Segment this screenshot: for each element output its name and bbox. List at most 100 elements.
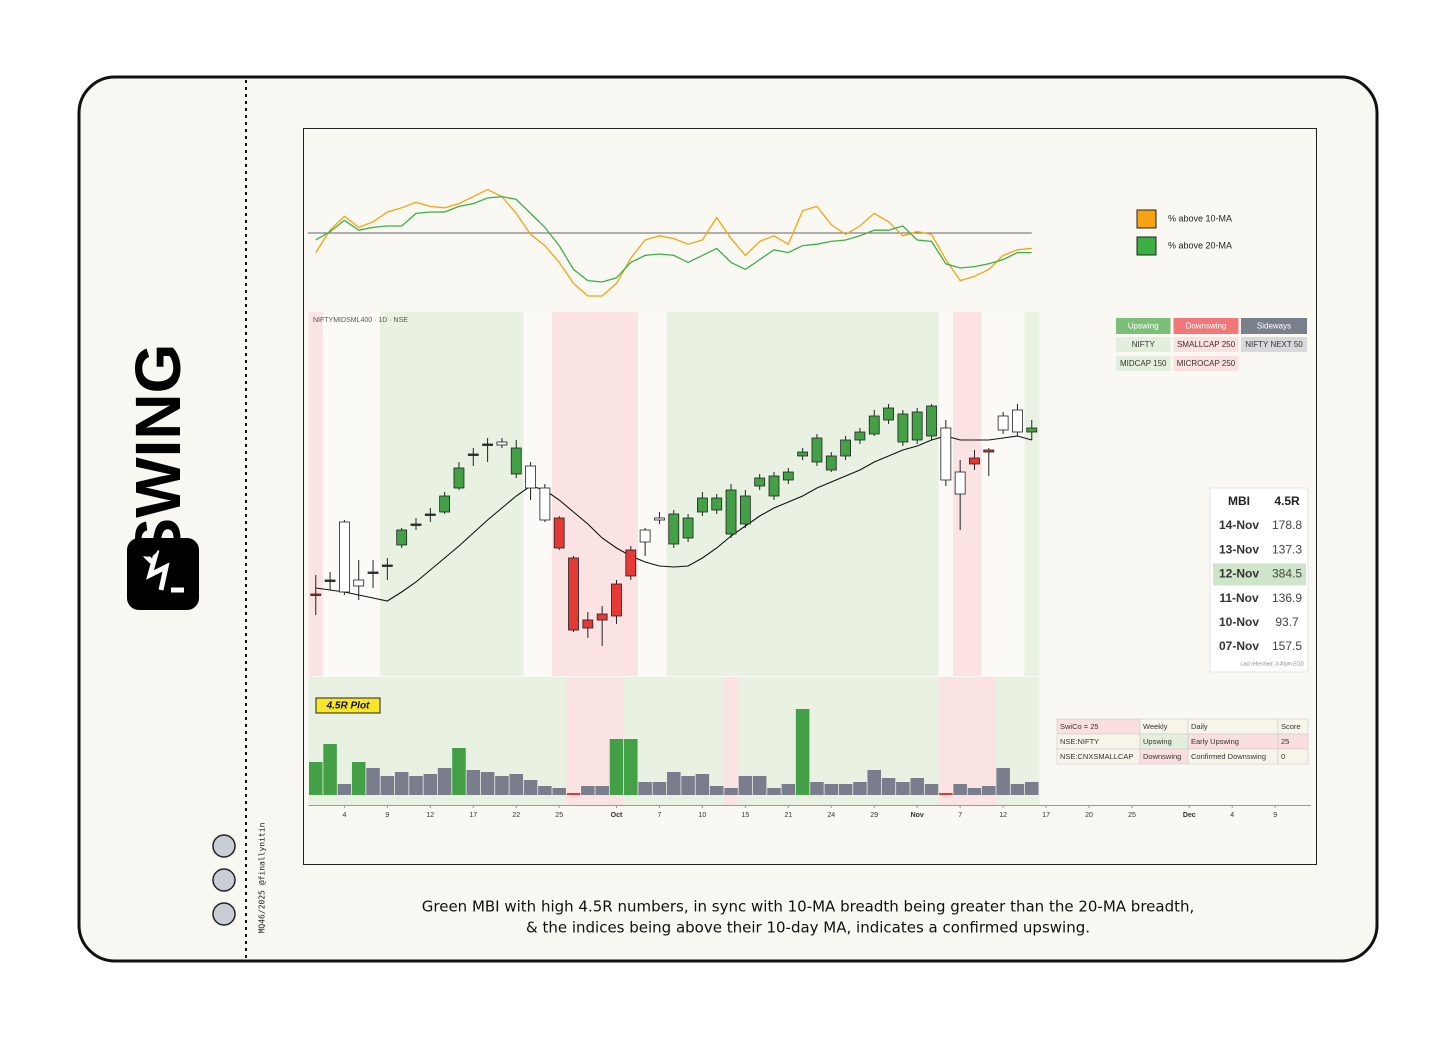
bar — [752, 776, 767, 795]
regime-band — [738, 677, 754, 805]
regime-band — [337, 312, 353, 676]
regime-band — [752, 677, 768, 805]
regime-band — [480, 312, 496, 676]
bar — [351, 762, 366, 795]
bar — [1025, 782, 1039, 795]
regime-band — [766, 677, 782, 805]
candle-body — [725, 489, 737, 535]
regime-band — [809, 312, 825, 676]
regime-band — [795, 312, 811, 676]
regime-band — [637, 677, 653, 805]
bar — [795, 709, 810, 795]
bar — [824, 784, 839, 795]
regime-band — [709, 677, 725, 805]
dot — [212, 834, 236, 858]
candle-body — [625, 549, 637, 577]
candle-body — [868, 415, 880, 435]
bar — [967, 788, 982, 795]
bar — [566, 793, 581, 795]
bar — [452, 748, 466, 795]
regime-band — [809, 677, 825, 805]
regime-band — [595, 312, 610, 676]
bar — [953, 784, 967, 795]
swico-text: Confirmed Downswing — [1191, 752, 1266, 761]
swico-text: Early Upswing — [1191, 737, 1239, 746]
candle-body — [983, 449, 995, 453]
regime-header — [1116, 318, 1171, 334]
candle-body — [367, 571, 379, 574]
candle-body — [596, 613, 608, 621]
regime-band — [852, 677, 868, 805]
regime-band — [1010, 312, 1026, 676]
candle-body — [424, 513, 436, 516]
regime-band — [351, 312, 367, 676]
swico-text: Upswing — [1143, 737, 1172, 746]
regime-band — [680, 677, 696, 805]
regime-band — [981, 312, 997, 676]
bar — [466, 770, 481, 795]
regime-band — [752, 312, 768, 676]
x-tick-label: 17 — [469, 812, 477, 819]
x-tick-label: 10 — [699, 812, 707, 819]
mbi-value: 178.8 — [1272, 518, 1302, 532]
candle-body — [697, 497, 708, 513]
bar — [552, 788, 566, 795]
candle-body — [482, 443, 494, 446]
swico-cell — [1277, 748, 1309, 765]
candle-body — [510, 447, 522, 475]
x-tick-label: Oct — [611, 812, 623, 819]
candle-body — [396, 529, 408, 546]
candle-body — [353, 579, 365, 587]
regime-band — [781, 677, 796, 805]
regime-cell — [1116, 337, 1171, 352]
regime-band — [824, 312, 839, 676]
mbi-header: MBI — [1228, 494, 1250, 508]
candle-body — [568, 557, 579, 631]
regime-header — [1241, 318, 1307, 334]
regime-band — [910, 677, 925, 805]
bar — [380, 776, 395, 795]
regime-cell — [1173, 356, 1239, 371]
regime-cell — [1116, 356, 1171, 371]
mbi-date: 12-Nov — [1219, 567, 1259, 581]
candle-body — [639, 529, 651, 543]
candle-body — [439, 495, 451, 513]
regime-band — [695, 677, 711, 805]
regime-band — [910, 312, 925, 676]
x-tick-label: 4 — [1230, 812, 1234, 819]
regime-band — [938, 677, 954, 805]
bar — [437, 768, 452, 795]
bar — [867, 770, 881, 795]
regime-band — [967, 312, 983, 676]
regime-band — [953, 677, 968, 805]
mbi-header: 4.5R — [1274, 494, 1300, 508]
bar — [996, 768, 1010, 795]
candle-body — [682, 517, 694, 539]
regime-cell — [1173, 337, 1239, 352]
swico-text: 0 — [1281, 752, 1285, 761]
candle-body — [997, 415, 1009, 431]
bar — [709, 786, 724, 795]
regime-cell-text: NIFTY NEXT 50 — [1245, 340, 1303, 349]
mbi-date: 13-Nov — [1219, 542, 1259, 556]
x-tick-label: 12 — [999, 812, 1007, 819]
mbi-value: 93.7 — [1275, 615, 1299, 629]
legend-label: % above 10-MA — [1168, 213, 1232, 223]
regime-band — [380, 677, 396, 805]
candle-body — [553, 517, 565, 549]
bar — [423, 774, 438, 795]
regime-band — [308, 312, 324, 676]
mbi-value: 157.5 — [1272, 639, 1302, 653]
x-tick-label: 4 — [342, 812, 346, 819]
bar — [724, 788, 738, 795]
regime-band — [580, 677, 596, 805]
bar — [394, 772, 409, 795]
regime-band — [852, 312, 868, 676]
regime-band — [423, 312, 438, 676]
candle-body — [911, 411, 923, 441]
regime-band — [723, 677, 739, 805]
regime-band — [494, 677, 510, 805]
bar — [939, 793, 953, 795]
caption-line: & the indices being above their 10-day M… — [526, 919, 1090, 937]
